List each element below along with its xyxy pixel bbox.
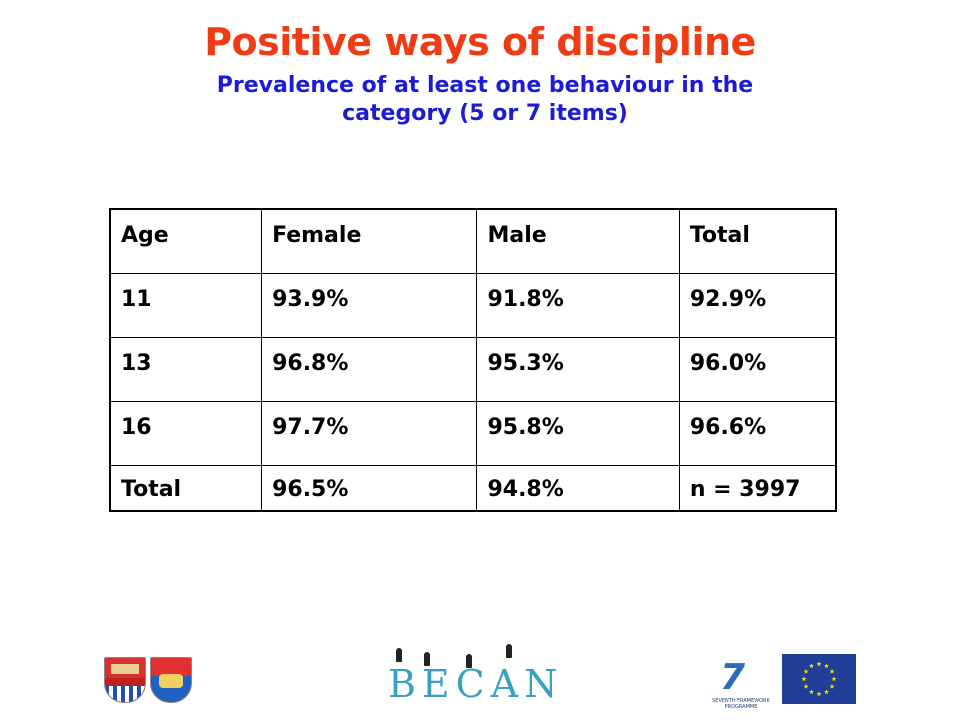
header-female: Female <box>261 208 478 274</box>
becan-letters: BECAN <box>388 662 564 706</box>
eu-star-icon <box>831 676 837 682</box>
cell-age: 16 <box>109 400 263 466</box>
crest-base <box>105 686 145 702</box>
cell-female: 96.8% <box>261 336 478 402</box>
eu-star-icon <box>801 676 807 682</box>
eu-star-icon <box>809 689 814 695</box>
table-row: 11 93.9% 91.8% 92.9% <box>109 272 837 338</box>
subtitle-line-1: Prevalence of at least one behaviour in … <box>216 73 754 98</box>
eu-star-icon <box>824 689 829 695</box>
figure-icon <box>506 644 512 658</box>
becan-logo: BECAN <box>388 644 573 714</box>
eu-star-icon <box>824 663 829 669</box>
fp7-caption-line-2: PROGRAMME <box>724 704 758 710</box>
cell-age: 13 <box>109 336 263 402</box>
figure-icon <box>466 654 472 668</box>
crest-building <box>111 664 139 674</box>
cell-total: 96.0% <box>678 336 837 402</box>
cell-male: 95.8% <box>476 400 680 466</box>
table-row: 13 96.8% 95.3% 96.0% <box>109 336 837 402</box>
slide-title: Positive ways of discipline <box>204 20 756 64</box>
city-crest-logo <box>150 657 192 703</box>
cell-female: 96.5% <box>261 464 478 512</box>
cell-male: 95.3% <box>476 336 680 402</box>
university-crest-logo <box>104 657 146 703</box>
header-total: Total <box>678 208 837 274</box>
fp7-caption-line-1: SEVENTH FRAMEWORK <box>712 698 770 704</box>
fp7-mark: 7 <box>720 657 746 698</box>
eu-star-icon <box>803 668 809 674</box>
slide-subtitle: Prevalence of at least one behaviour in … <box>160 72 810 128</box>
cell-age: 11 <box>109 272 263 338</box>
becan-wordmark: BECAN <box>388 662 563 706</box>
eu-star-icon <box>829 683 835 689</box>
cell-female: 93.9% <box>261 272 478 338</box>
header-age: Age <box>109 208 263 274</box>
fp7-caption: SEVENTH FRAMEWORK PROGRAMME <box>706 698 776 710</box>
cell-age: Total <box>109 464 263 512</box>
crest-top <box>151 658 191 676</box>
crest-emblem <box>159 674 183 688</box>
cell-male: 94.8% <box>476 464 680 512</box>
cell-male: 91.8% <box>476 272 680 338</box>
cell-total: 92.9% <box>678 272 837 338</box>
cell-female: 97.7% <box>261 400 478 466</box>
eu-flag-logo <box>782 654 856 704</box>
figure-icon <box>424 652 430 666</box>
header-male: Male <box>476 208 680 274</box>
eu-star-icon <box>809 663 814 669</box>
fp7-logo: 7 SEVENTH FRAMEWORK PROGRAMME <box>706 657 776 711</box>
table-total-row: Total 96.5% 94.8% n = 3997 <box>109 464 837 512</box>
table-header-row: Age Female Male Total <box>109 208 837 274</box>
table-row: 16 97.7% 95.8% 96.6% <box>109 400 837 466</box>
figure-icon <box>396 648 402 662</box>
eu-star-icon <box>803 683 809 689</box>
cell-total: 96.6% <box>678 400 837 466</box>
cell-total: n = 3997 <box>678 464 837 512</box>
prevalence-table: Age Female Male Total 11 93.9% 91.8% 92.… <box>109 208 837 512</box>
eu-stars-icon <box>801 661 837 697</box>
eu-star-icon <box>816 661 822 667</box>
eu-star-icon <box>816 691 822 697</box>
subtitle-line-2: category (5 or 7 items) <box>342 101 628 126</box>
eu-star-icon <box>829 668 835 674</box>
